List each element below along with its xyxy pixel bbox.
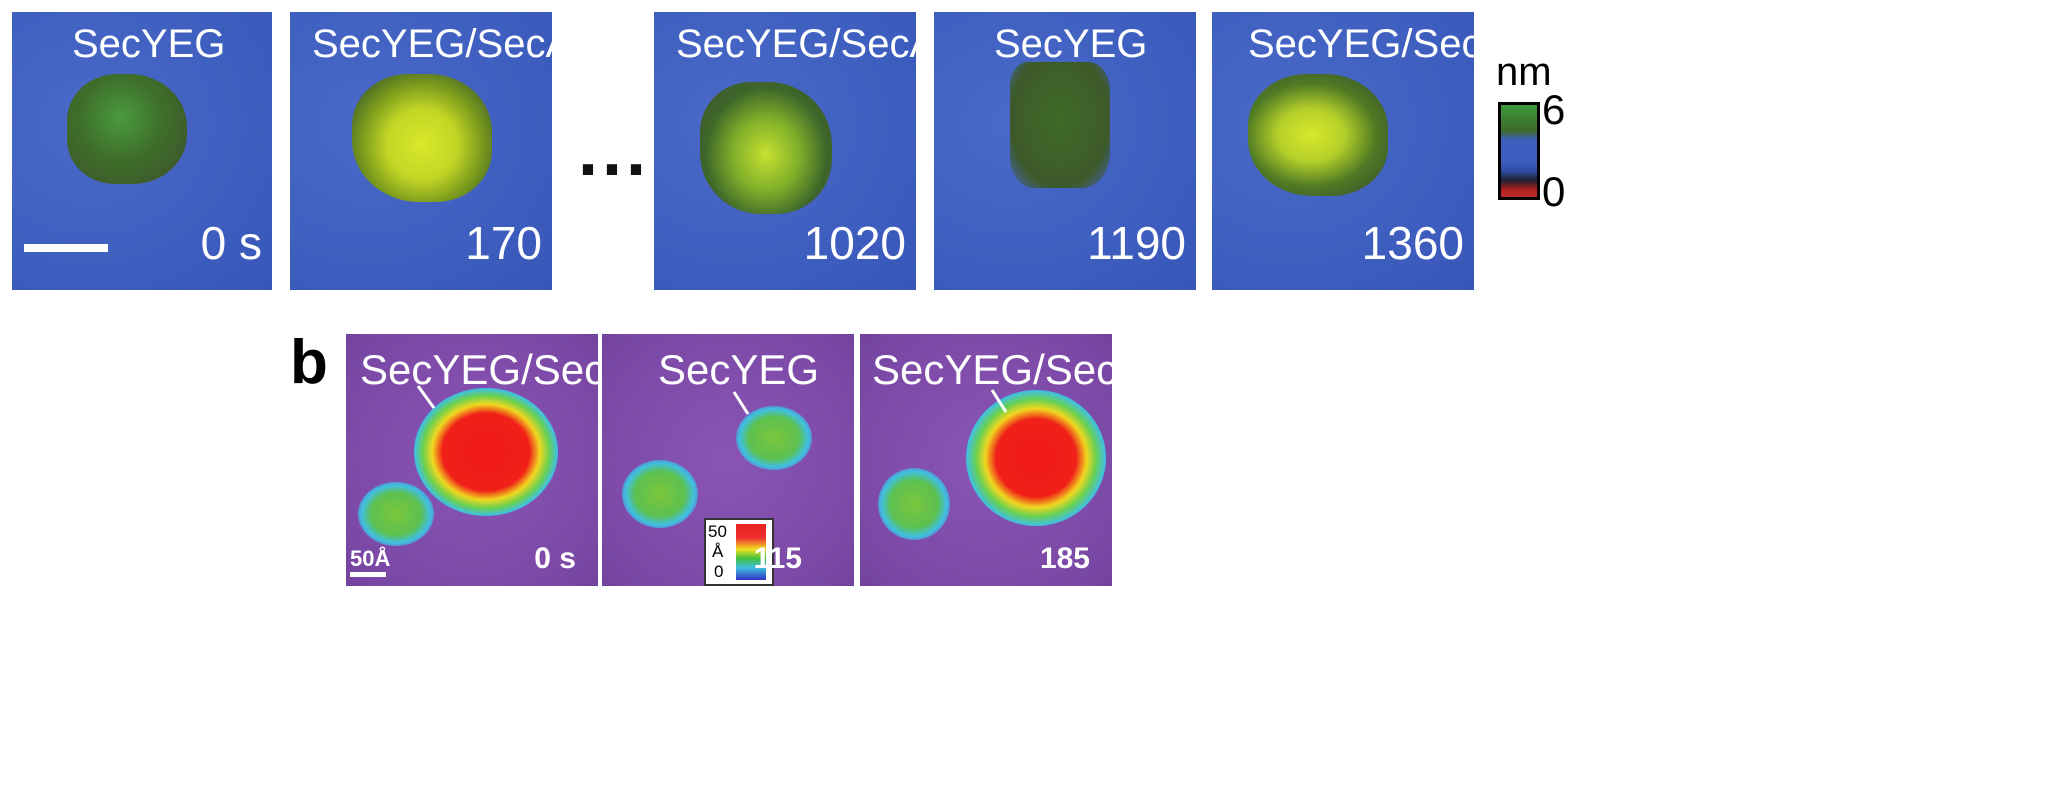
frame-label: SecYEG/SecA [1248, 22, 1474, 66]
frame-time: 0 s [534, 542, 576, 575]
colorbar-unit-label: nm [1496, 50, 1552, 94]
secyeg-seca-complex [966, 390, 1106, 526]
frame-label: SecYEG [72, 22, 226, 66]
color-scale-unit: Å [712, 542, 724, 561]
frame-time: 185 [1039, 542, 1090, 575]
frame-time: 1190 [1087, 217, 1186, 269]
secyeg-complex [1010, 62, 1110, 188]
frame-label: SecYEG/SecA [312, 22, 552, 66]
frame-time: 115 [753, 542, 802, 575]
time-gap-ellipsis: ... [578, 111, 651, 191]
frame-label: SecYEG [994, 22, 1148, 66]
label-pointer [990, 389, 1008, 413]
frame-b1-graphics [350, 385, 558, 577]
afm-frame-a-0s: SecYEG 0 s [12, 12, 272, 290]
frame-b2-graphics [622, 391, 812, 528]
afm-frame-b-185: SecYEG/SecA 185 [860, 334, 1112, 586]
afm-frame-a-170: SecYEG/SecA 170 [290, 12, 552, 290]
colorbar-max-label: 6 [1542, 86, 1566, 133]
secyeg-seca-complex [1248, 74, 1388, 196]
secyeg-seca-complex [352, 74, 492, 202]
frame-time: 0 s [200, 217, 262, 269]
afm-frame-a-1020: SecYEG/SecA 1020 [654, 12, 916, 290]
secyeg-complex [878, 468, 950, 540]
scale-bar [350, 572, 386, 577]
secyeg-complex [736, 406, 812, 470]
afm-frame-b-115: SecYEG 50 Å 0 115 [602, 334, 854, 586]
scale-bar [24, 244, 108, 252]
secyeg-complex-small [622, 460, 698, 528]
secyeg-seca-complex [414, 388, 558, 516]
color-scale-gradient [736, 524, 766, 580]
secyeg-complex [358, 482, 434, 546]
color-scale-min: 0 [714, 562, 724, 581]
frame-time: 1360 [1361, 217, 1464, 269]
panel-b-letter: b [290, 328, 328, 397]
height-colorbar [1498, 102, 1540, 200]
label-pointer [416, 385, 436, 409]
secyeg-complex [67, 74, 187, 184]
frame-b3-graphics [878, 389, 1106, 540]
colorbar-min-label: 0 [1542, 168, 1566, 215]
secyeg-seca-complex [700, 82, 832, 214]
frame-label: SecYEG/SecA [676, 22, 916, 66]
afm-frame-b-0s: SecYEG/SecA 50Å 0 s [346, 334, 598, 586]
color-scale-legend: 50 Å 0 [704, 518, 774, 586]
frame-time: 170 [465, 217, 542, 269]
frame-time: 1020 [803, 217, 906, 269]
frame-label: SecYEG/SecA [360, 346, 598, 393]
afm-frame-a-1190: SecYEG 1190 [934, 12, 1196, 290]
scale-bar-label: 50Å [350, 546, 391, 571]
color-scale-max: 50 [708, 522, 727, 541]
afm-frame-a-1360: SecYEG/SecA 1360 [1212, 12, 1474, 290]
frame-label: SecYEG [658, 346, 820, 393]
frame-label: SecYEG/SecA [872, 346, 1112, 393]
label-pointer [732, 391, 750, 415]
